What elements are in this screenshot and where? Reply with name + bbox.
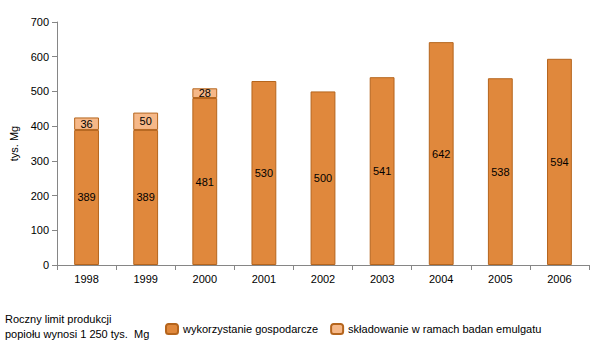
svg-text:2004: 2004 — [429, 273, 453, 285]
svg-text:389: 389 — [136, 191, 154, 203]
svg-text:wykorzystanie gospodarcze: wykorzystanie gospodarcze — [182, 323, 318, 335]
svg-text:2006: 2006 — [547, 273, 571, 285]
svg-text:0: 0 — [43, 259, 49, 271]
svg-text:500: 500 — [314, 172, 332, 184]
svg-text:składowanie w ramach badan emu: składowanie w ramach badan emulgatu — [348, 323, 541, 335]
svg-text:100: 100 — [31, 224, 49, 236]
svg-text:28: 28 — [199, 87, 211, 99]
svg-text:600: 600 — [31, 51, 49, 63]
svg-text:538: 538 — [491, 166, 509, 178]
svg-text:400: 400 — [31, 120, 49, 132]
svg-text:36: 36 — [80, 118, 92, 130]
svg-text:popiołu wynosi 1 250 tys. Mg: popiołu wynosi 1 250 tys. Mg — [5, 328, 149, 340]
svg-text:2003: 2003 — [370, 273, 394, 285]
svg-text:541: 541 — [373, 165, 391, 177]
svg-text:700: 700 — [31, 16, 49, 28]
svg-text:2002: 2002 — [311, 273, 335, 285]
svg-text:Roczny limit produkcji: Roczny limit produkcji — [5, 313, 111, 325]
svg-text:2001: 2001 — [252, 273, 276, 285]
svg-text:50: 50 — [140, 115, 152, 127]
svg-text:594: 594 — [550, 156, 568, 168]
svg-text:642: 642 — [432, 148, 450, 160]
svg-text:1999: 1999 — [133, 273, 157, 285]
svg-text:2000: 2000 — [193, 273, 217, 285]
svg-text:1998: 1998 — [74, 273, 98, 285]
svg-text:tys. Mg: tys. Mg — [8, 126, 20, 161]
svg-text:530: 530 — [255, 167, 273, 179]
svg-text:200: 200 — [31, 190, 49, 202]
svg-text:500: 500 — [31, 85, 49, 97]
svg-text:2005: 2005 — [488, 273, 512, 285]
svg-text:389: 389 — [77, 191, 95, 203]
svg-text:300: 300 — [31, 155, 49, 167]
svg-text:481: 481 — [196, 176, 214, 188]
